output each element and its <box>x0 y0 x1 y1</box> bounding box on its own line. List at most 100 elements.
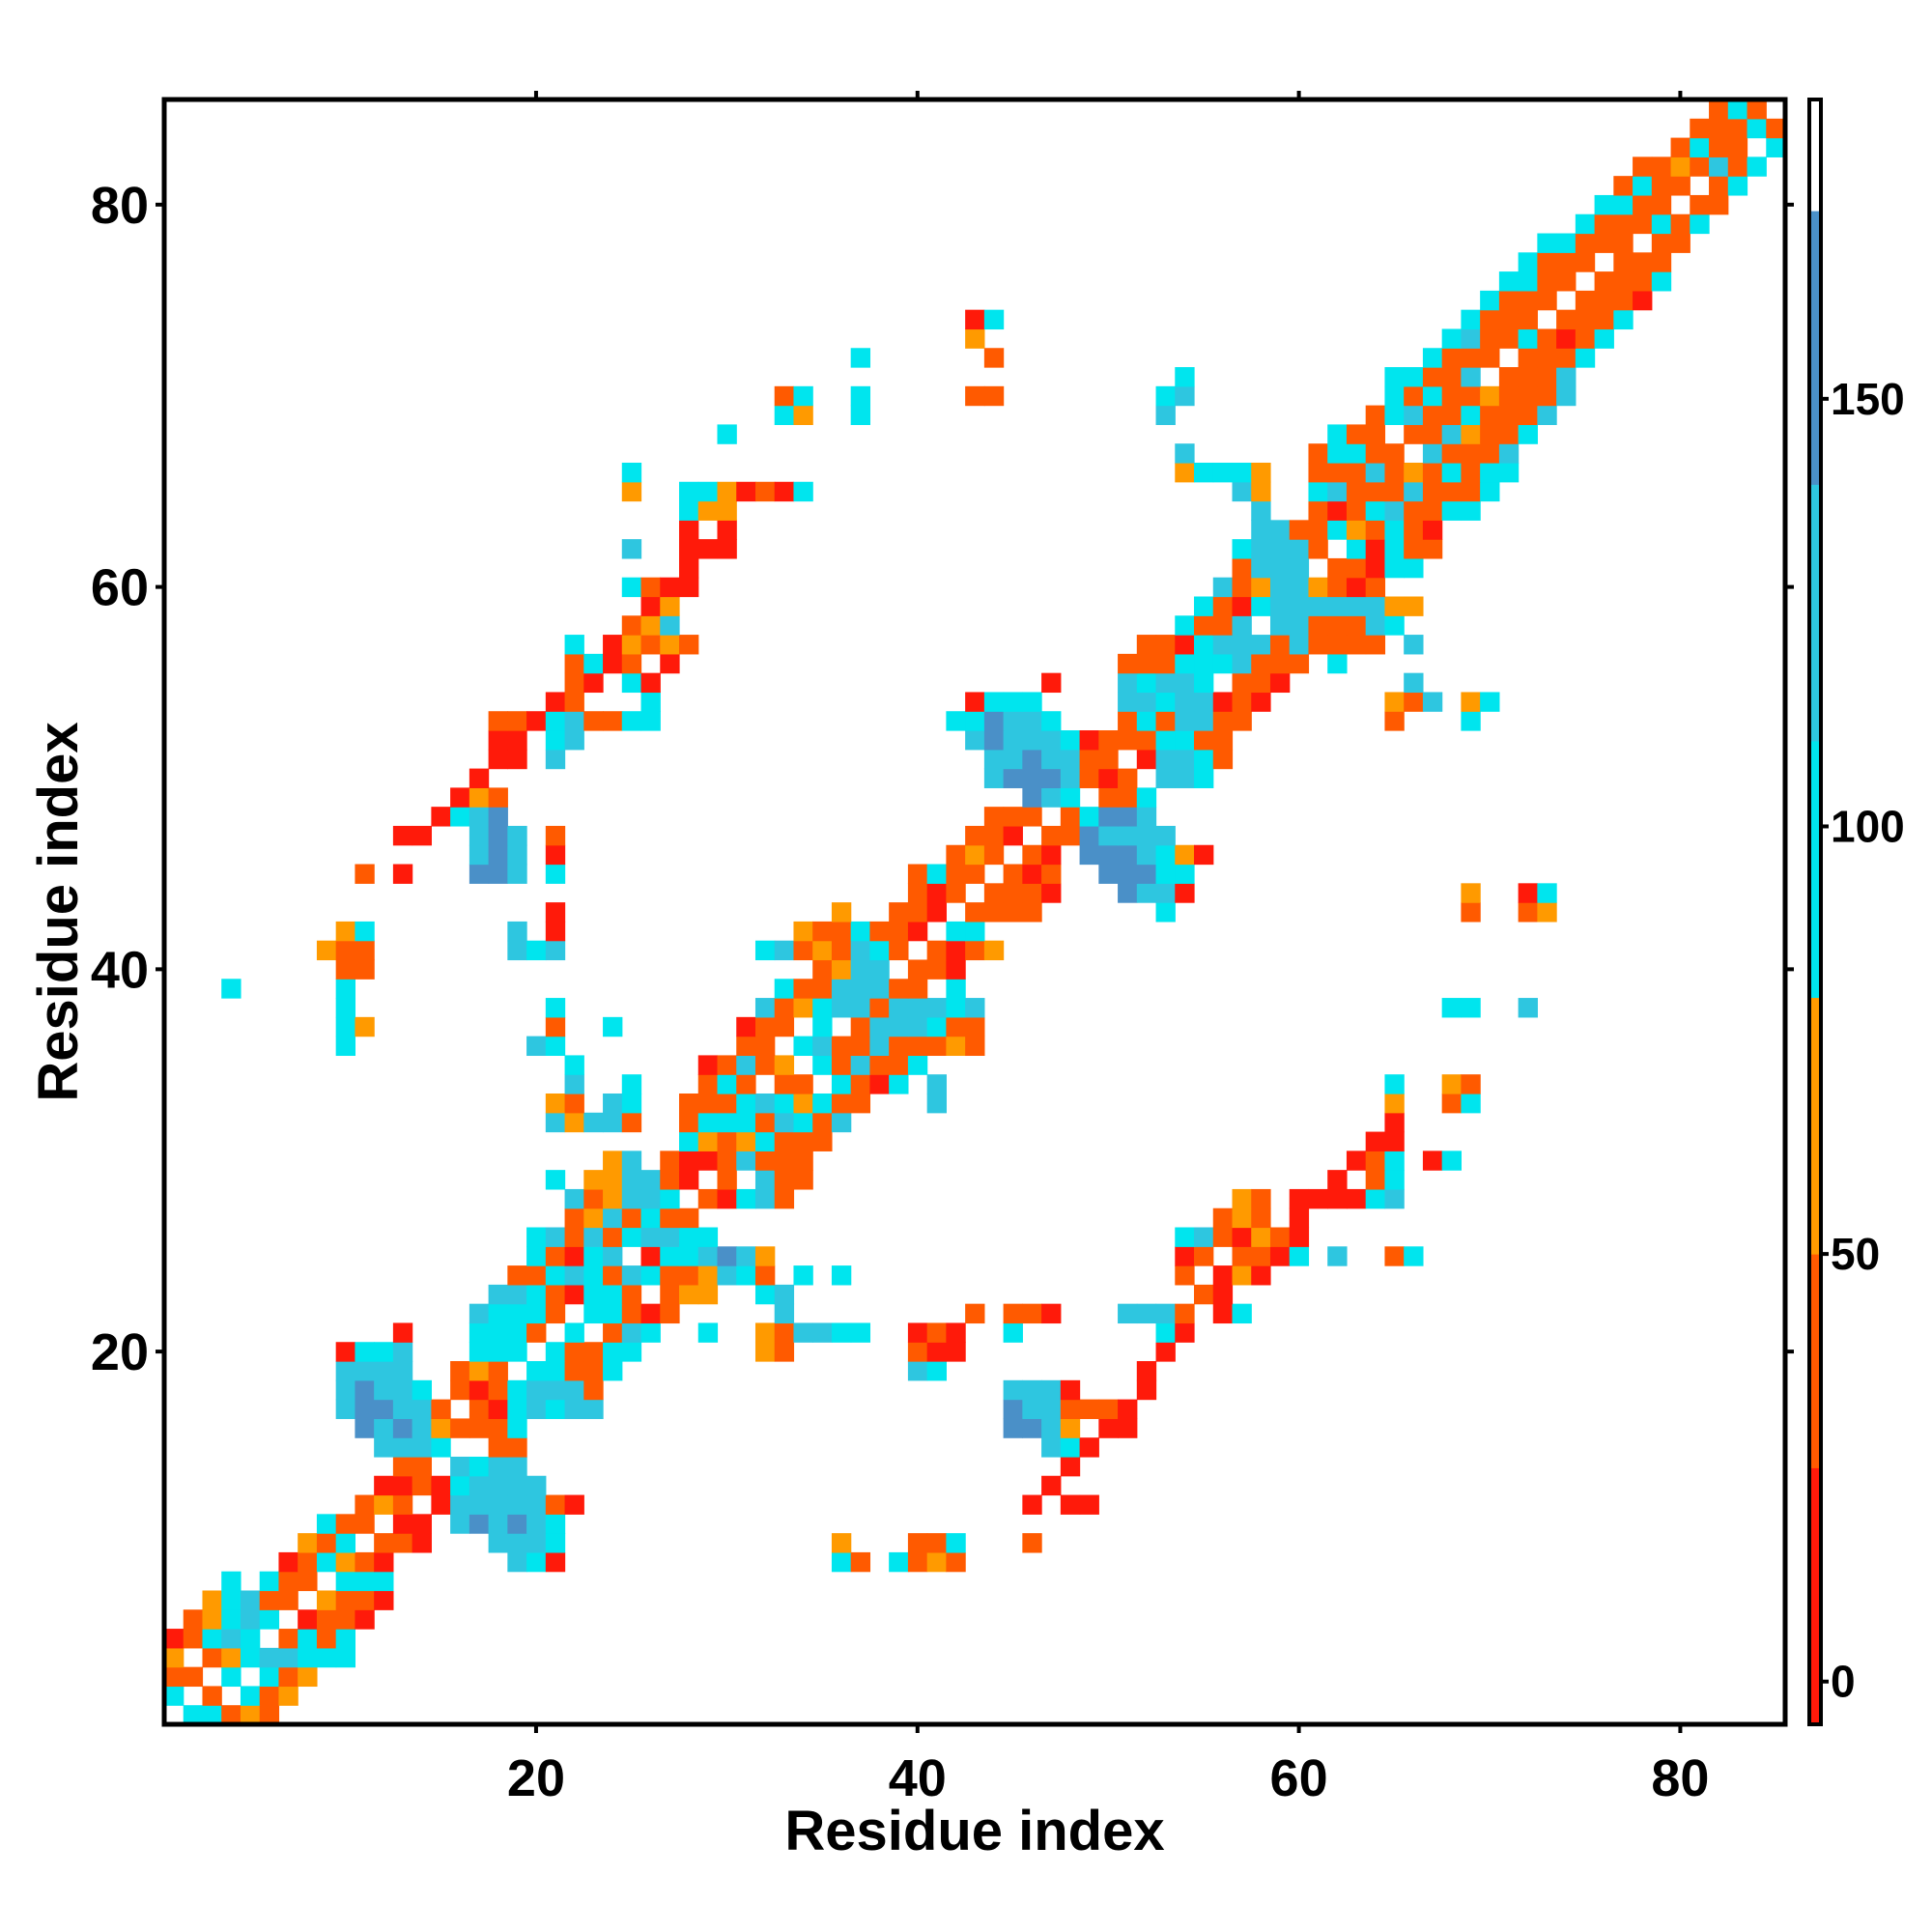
heatmap-cell <box>1346 539 1367 559</box>
heatmap-cell <box>660 1208 680 1229</box>
heatmap-cell <box>983 692 1005 712</box>
heatmap-cell <box>869 1016 890 1037</box>
heatmap-cell <box>545 1303 566 1324</box>
heatmap-cell <box>850 1036 871 1057</box>
heatmap-cell <box>1232 635 1252 655</box>
heatmap-cell <box>1118 672 1138 694</box>
heatmap-cell <box>469 844 490 866</box>
heatmap-cell <box>603 1151 623 1171</box>
heatmap-cell <box>1060 1418 1081 1438</box>
heatmap-cell <box>717 1151 737 1171</box>
heatmap-cell <box>450 1514 470 1534</box>
heatmap-cell <box>1384 385 1405 407</box>
heatmap-cell <box>526 1246 547 1266</box>
heatmap-cell <box>1079 1399 1099 1419</box>
heatmap-cell <box>1498 328 1520 349</box>
heatmap-cell <box>183 1666 204 1688</box>
heatmap-cell <box>889 1074 909 1094</box>
heatmap-cell <box>1175 1303 1195 1324</box>
heatmap-cell <box>926 998 947 1018</box>
heatmap-cell <box>1194 692 1214 712</box>
heatmap-cell <box>946 959 966 980</box>
heatmap-cell <box>621 711 642 731</box>
heatmap-cell <box>1079 1494 1099 1515</box>
heatmap-cell <box>316 1514 337 1534</box>
heatmap-cell <box>926 1074 947 1094</box>
heatmap-cell <box>335 1036 356 1057</box>
heatmap-cell <box>545 1112 566 1133</box>
heatmap-cell <box>812 921 833 942</box>
heatmap-cell <box>1232 653 1252 674</box>
heatmap-cell <box>221 979 242 999</box>
heatmap-cell <box>1651 156 1672 177</box>
heatmap-cell <box>1480 424 1500 444</box>
heatmap-cell <box>583 711 604 731</box>
heatmap-cell <box>335 998 356 1018</box>
heatmap-cell <box>1422 385 1443 407</box>
heatmap-cell <box>545 1265 566 1286</box>
heatmap-cell <box>736 1246 756 1266</box>
heatmap-cell <box>850 959 871 980</box>
heatmap-cell <box>335 1533 356 1553</box>
heatmap-cell <box>469 768 490 788</box>
heatmap-cell <box>1308 500 1328 521</box>
heatmap-cell <box>1518 902 1538 923</box>
heatmap-cell <box>1404 385 1424 407</box>
heatmap-cell <box>1269 635 1291 655</box>
heatmap-cell <box>621 653 642 674</box>
heatmap-cell <box>1212 615 1234 636</box>
heatmap-cell <box>1098 730 1119 751</box>
heatmap-cell <box>812 1093 833 1114</box>
heatmap-cell <box>1136 1361 1157 1381</box>
heatmap-cell <box>355 940 375 961</box>
heatmap-cell <box>1041 1399 1062 1419</box>
heatmap-cell <box>526 1475 547 1496</box>
heatmap-cell <box>907 1322 928 1343</box>
heatmap-cell <box>1384 443 1405 464</box>
heatmap-cell <box>1327 1246 1348 1266</box>
heatmap-cell <box>469 1399 490 1419</box>
heatmap-cell <box>545 1494 566 1515</box>
heatmap-cell <box>1212 1284 1234 1305</box>
heatmap-cell <box>259 1647 280 1668</box>
heatmap-cell <box>335 921 356 942</box>
heatmap-cell <box>1461 998 1481 1018</box>
colorbar-band <box>1809 484 1821 742</box>
heatmap-cell <box>316 1629 337 1649</box>
heatmap-cell <box>793 940 813 961</box>
heatmap-cell <box>621 1265 642 1286</box>
heatmap-cell <box>374 1475 394 1496</box>
heatmap-cell <box>1384 1246 1405 1266</box>
colorbar-tick-label: 150 <box>1831 374 1905 424</box>
heatmap-cell <box>1404 635 1424 655</box>
heatmap-cell <box>907 1533 928 1553</box>
heatmap-cell <box>1041 1379 1062 1401</box>
heatmap-cell <box>1003 807 1023 827</box>
heatmap-cell <box>907 1036 928 1057</box>
heatmap-cell <box>335 959 356 980</box>
colorbar-band <box>1809 211 1821 485</box>
heatmap-cell <box>717 1170 737 1190</box>
heatmap-cell <box>1232 577 1252 598</box>
heatmap-cell <box>431 807 451 827</box>
heatmap-cell <box>1594 290 1614 311</box>
heatmap-cell <box>1060 1379 1081 1401</box>
colorbar-frame <box>1807 98 1823 1726</box>
heatmap-cell <box>488 1322 508 1343</box>
heatmap-cell <box>164 1629 185 1649</box>
heatmap-cell <box>697 1322 719 1343</box>
heatmap-cell <box>831 1533 852 1553</box>
heatmap-cell <box>965 998 985 1018</box>
heatmap-cell <box>507 1437 527 1458</box>
heatmap-cell <box>355 1494 375 1515</box>
heatmap-cell <box>392 1418 413 1438</box>
heatmap-cell <box>1118 692 1138 712</box>
heatmap-cell <box>754 1265 776 1286</box>
heatmap-cell <box>679 520 699 540</box>
heatmap-cell <box>564 711 584 731</box>
heatmap-cell <box>1175 883 1195 903</box>
heatmap-cell <box>1041 730 1062 751</box>
heatmap-cell <box>1498 424 1520 444</box>
heatmap-cell <box>1518 883 1538 903</box>
heatmap-cell <box>1175 635 1195 655</box>
